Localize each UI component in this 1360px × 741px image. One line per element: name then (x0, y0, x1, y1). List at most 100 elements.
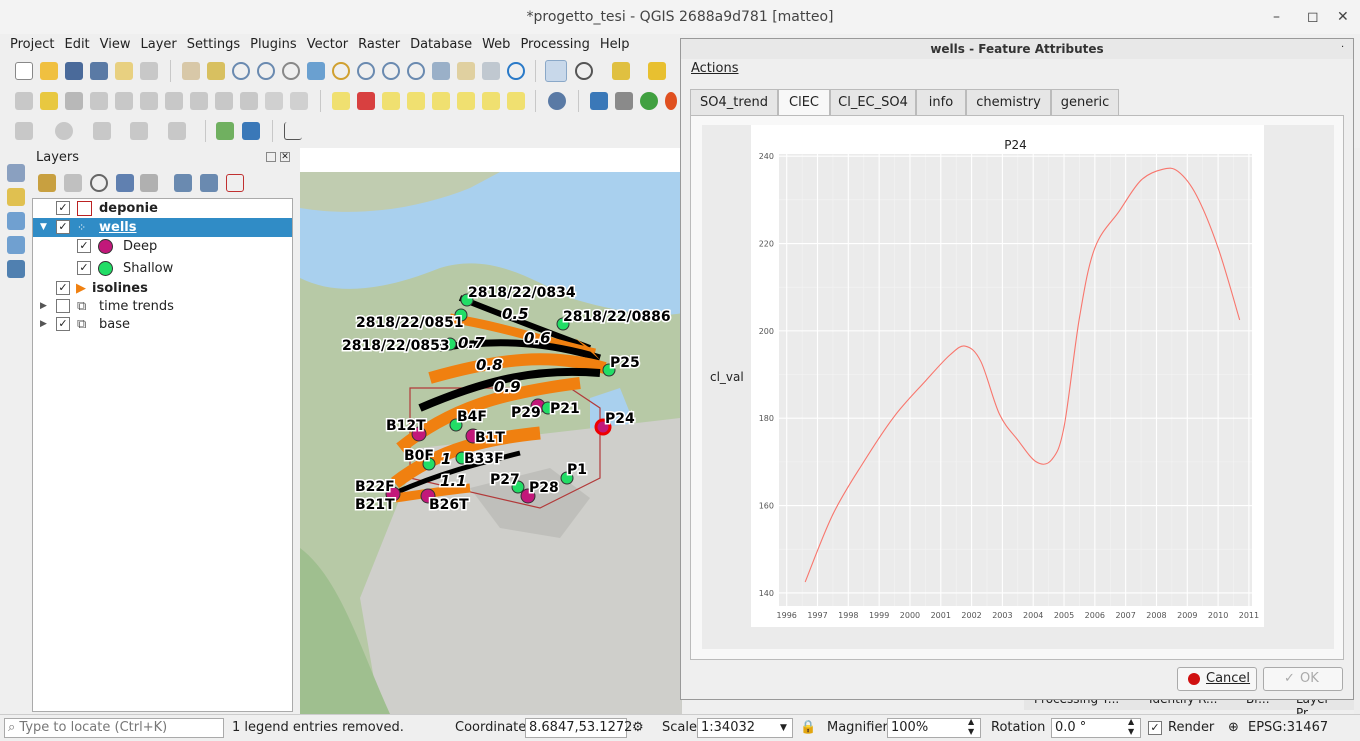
save-as-icon[interactable] (90, 62, 108, 80)
show-hide-labels-icon[interactable] (432, 92, 450, 110)
bookmark-icon[interactable] (482, 62, 500, 80)
filter-legend-icon[interactable] (116, 174, 134, 192)
tab-info[interactable]: info (916, 89, 966, 115)
layer-checkbox[interactable]: ✓ (56, 281, 70, 295)
run-feature-action-icon[interactable] (575, 62, 593, 80)
zoom-out-icon[interactable] (257, 62, 275, 80)
rotation-spin-icon[interactable]: ▲ ▼ (1128, 717, 1134, 737)
layer-labeling-icon[interactable] (357, 92, 375, 110)
zoom-to-layer-icon[interactable] (357, 62, 375, 80)
menu-raster[interactable]: Raster (353, 34, 405, 56)
menu-database[interactable]: Database (405, 34, 477, 56)
map-canvas[interactable]: 0.5 0.6 0.7 0.8 0.9 1 1.1 (300, 148, 682, 714)
layer-isolines[interactable]: ✓ ▶ isolines (33, 279, 292, 298)
collapse-arrow-icon[interactable]: ▼ (40, 218, 47, 237)
menu-layer[interactable]: Layer (136, 34, 182, 56)
select-features-icon[interactable] (612, 62, 630, 80)
identify-features-icon[interactable] (545, 60, 567, 82)
render-checkbox[interactable]: ✓ (1148, 721, 1162, 735)
select-by-location-icon[interactable] (15, 122, 33, 140)
minimize-button[interactable]: – (1273, 0, 1280, 34)
close-button[interactable]: ✕ (1337, 0, 1349, 34)
label-toolbar-icon[interactable] (332, 92, 350, 110)
python-console-icon[interactable] (590, 92, 608, 110)
filter-by-expression-icon[interactable] (140, 174, 158, 192)
pan-to-selection-icon[interactable] (207, 62, 225, 80)
layer-deponie[interactable]: ✓ deponie (33, 199, 292, 218)
new-map-view-icon[interactable] (457, 62, 475, 80)
menu-view[interactable]: View (95, 34, 136, 56)
cut-features-icon[interactable] (190, 92, 208, 110)
expand-arrow-icon[interactable]: ▶ (40, 297, 47, 316)
toggle-extents-icon[interactable]: ⚙ (632, 715, 644, 741)
vertex-tool-icon[interactable] (115, 92, 133, 110)
pan-icon[interactable] (182, 62, 200, 80)
undo-icon[interactable] (265, 92, 283, 110)
dialog-menu-icon[interactable]: · (1341, 42, 1344, 53)
zoom-next-icon[interactable] (432, 62, 450, 80)
plot-icon[interactable] (284, 122, 302, 140)
current-edits-icon[interactable] (15, 92, 33, 110)
coordinate-field[interactable]: 8.6847,53.1272 (525, 718, 627, 738)
tab-cl-ec-so4[interactable]: Cl_EC_SO4 (830, 89, 916, 115)
add-group-icon[interactable] (64, 174, 82, 192)
scale-field[interactable]: 1:34032 ▼ (697, 718, 793, 738)
save-project-icon[interactable] (65, 62, 83, 80)
measure-icon[interactable] (55, 122, 73, 140)
copy-features-icon[interactable] (215, 92, 233, 110)
layout-manager-icon[interactable] (140, 62, 158, 80)
group-checkbox[interactable] (56, 299, 70, 313)
legend-checkbox[interactable]: ✓ (77, 261, 91, 275)
open-attribute-table-icon[interactable] (648, 62, 666, 80)
crs-label[interactable]: EPSG:31467 (1248, 715, 1328, 741)
cancel-button[interactable]: Cancel (1177, 667, 1257, 691)
menu-project[interactable]: Project (5, 34, 59, 56)
plugin-reload-icon[interactable] (640, 92, 658, 110)
layer-checkbox[interactable]: ✓ (56, 201, 70, 215)
legend-checkbox[interactable]: ✓ (77, 239, 91, 253)
tab-chemistry[interactable]: chemistry (966, 89, 1051, 115)
zoom-rubberband-icon[interactable] (282, 62, 300, 80)
menu-web[interactable]: Web (477, 34, 515, 56)
zoom-last-icon[interactable] (407, 62, 425, 80)
new-project-icon[interactable] (15, 62, 33, 80)
change-label-icon[interactable] (507, 92, 525, 110)
menu-settings[interactable]: Settings (182, 34, 245, 56)
paste-features-icon[interactable] (240, 92, 258, 110)
float-panel-icon[interactable] (266, 152, 276, 162)
magnifier-spin-icon[interactable]: ▲ ▼ (968, 717, 974, 737)
add-vector-layer-icon[interactable] (7, 212, 25, 230)
actions-menu[interactable]: Actions (691, 61, 739, 76)
data-source-manager-icon[interactable] (7, 164, 25, 182)
tab-clec[interactable]: ClEC (778, 89, 830, 116)
save-edits-icon[interactable] (65, 92, 83, 110)
remove-layer-icon[interactable] (226, 174, 244, 192)
locator-search-input[interactable]: ⌕ Type to locate (Ctrl+K) (4, 718, 224, 738)
menu-plugins[interactable]: Plugins (245, 34, 302, 56)
annotation-icon[interactable] (93, 122, 111, 140)
close-panel-icon[interactable]: ✕ (280, 152, 290, 162)
magnifier-field[interactable]: 100% ▲ ▼ (887, 718, 981, 738)
plugin-red-icon[interactable] (665, 92, 677, 110)
zoom-in-icon[interactable] (232, 62, 250, 80)
zoom-full-icon[interactable] (307, 62, 325, 80)
crs-globe-icon[interactable]: ⊕ (1228, 715, 1239, 741)
move-label-icon[interactable] (457, 92, 475, 110)
group-checkbox[interactable]: ✓ (56, 317, 70, 331)
group-base[interactable]: ▶ ✓ ⧉ base (33, 315, 292, 334)
manage-map-themes-icon[interactable] (90, 174, 108, 192)
ok-button[interactable]: ✓ OK (1263, 667, 1343, 691)
expand-arrow-icon[interactable]: ▶ (40, 315, 47, 334)
toggle-editing-icon[interactable] (40, 92, 58, 110)
zoom-native-icon[interactable] (382, 62, 400, 80)
add-layer-icon[interactable] (216, 122, 234, 140)
zoom-to-selection-icon[interactable] (332, 62, 350, 80)
expand-all-icon[interactable] (174, 174, 192, 192)
menu-vector[interactable]: Vector (302, 34, 353, 56)
new-print-layout-icon[interactable] (115, 62, 133, 80)
plugin-tool-icon[interactable] (242, 122, 260, 140)
menu-processing[interactable]: Processing (515, 34, 594, 56)
highlight-pinned-labels-icon[interactable] (382, 92, 400, 110)
lock-scale-icon[interactable]: 🔒 (800, 715, 816, 741)
refresh-icon[interactable] (507, 62, 525, 80)
